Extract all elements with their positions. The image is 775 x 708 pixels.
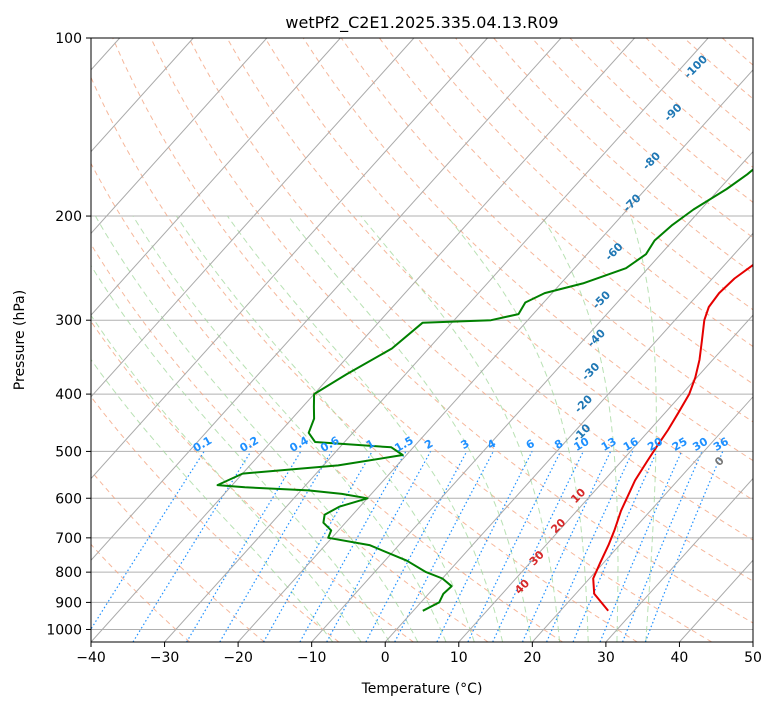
dry-adiabat	[150, 38, 753, 624]
moist-adiabat	[132, 215, 447, 642]
x-tick-label: −40	[76, 650, 106, 666]
y-tick-label: 400	[55, 387, 82, 403]
moist-adiabat	[541, 215, 619, 642]
dry-adiabats	[91, 38, 753, 642]
x-tick-label: 10	[450, 650, 468, 666]
isotherm	[91, 38, 635, 642]
y-tick-label: 300	[55, 313, 82, 329]
mixing-ratio-line	[91, 451, 205, 631]
dry-adiabat	[226, 38, 753, 541]
mixing-ratio-line	[599, 451, 683, 642]
moist-adiabat	[287, 215, 532, 642]
x-tick-label: −30	[150, 650, 180, 666]
moist-adiabat	[226, 215, 504, 642]
x-tick-label: −10	[297, 650, 327, 666]
isotherm	[384, 232, 753, 642]
y-axis-ticks: 100 200 300 400 500 600 700 800 900 1000	[46, 31, 91, 638]
mixing-ratio-line	[436, 451, 533, 642]
dry-adiabat	[264, 38, 753, 501]
y-tick-label: 200	[55, 209, 82, 225]
moist-adiabat	[630, 215, 657, 642]
x-tick-label: 30	[597, 650, 615, 666]
dry-adiabat	[91, 470, 265, 642]
x-tick-label: 50	[744, 650, 762, 666]
x-axis-ticks: −40 −30 −20 −10 0 10 20 30 40 50	[76, 642, 762, 666]
y-tick-label: 900	[55, 595, 82, 611]
y-tick-label: 1000	[46, 622, 82, 638]
isotherm	[91, 38, 268, 235]
mixing-ratio-line	[622, 451, 703, 642]
y-axis-title: Pressure (hPa)	[12, 290, 28, 390]
dry-adiabat	[112, 38, 713, 642]
x-tick-label: −20	[223, 650, 253, 666]
isotherm	[237, 69, 753, 642]
x-tick-label: 0	[381, 650, 390, 666]
mixing-ratio-line	[326, 451, 432, 642]
dry-adiabat	[340, 38, 753, 423]
y-tick-label: 700	[55, 531, 82, 547]
isotherm	[311, 150, 753, 642]
isotherms	[91, 38, 753, 642]
dry-adiabat	[188, 38, 753, 582]
y-tick-label: 100	[55, 31, 82, 47]
isotherm	[605, 477, 753, 642]
temperature-profile-line	[592, 263, 753, 612]
isotherm	[458, 314, 753, 642]
mixing-ratio-line	[572, 451, 658, 642]
isotherm	[91, 38, 341, 316]
chart-title: wetPf2_C2E1.2025.335.04.13.R09	[285, 13, 558, 33]
isotherm	[91, 38, 194, 153]
dry-adiabat	[91, 162, 563, 642]
isotherm	[91, 38, 415, 398]
x-axis-title: Temperature (°C)	[361, 681, 483, 697]
y-tick-label: 600	[55, 491, 82, 507]
isotherm	[531, 396, 753, 642]
isotherm	[91, 38, 562, 562]
moist-adiabat	[94, 215, 419, 642]
moist-adiabat	[91, 314, 362, 642]
mixing-ratio-line	[299, 451, 407, 642]
isotherm	[91, 38, 488, 480]
isotherm	[164, 38, 709, 642]
moist-adiabat	[91, 264, 390, 642]
pressure-gridlines	[91, 38, 753, 630]
profile-series	[216, 168, 753, 612]
plot-frame	[90, 37, 754, 643]
y-tick-label: 500	[55, 444, 82, 460]
x-tick-label: 40	[671, 650, 689, 666]
dry-adiabat	[417, 38, 753, 348]
dry-adiabat	[91, 243, 489, 642]
mixing-ratio-line	[546, 451, 634, 642]
moist-adiabat	[360, 215, 561, 642]
dry-adiabat	[302, 38, 753, 462]
x-tick-label: 20	[523, 650, 541, 666]
dewpoint-profile-line	[216, 168, 753, 612]
y-tick-label: 800	[55, 565, 82, 581]
mixing-ratio-line	[644, 451, 724, 642]
